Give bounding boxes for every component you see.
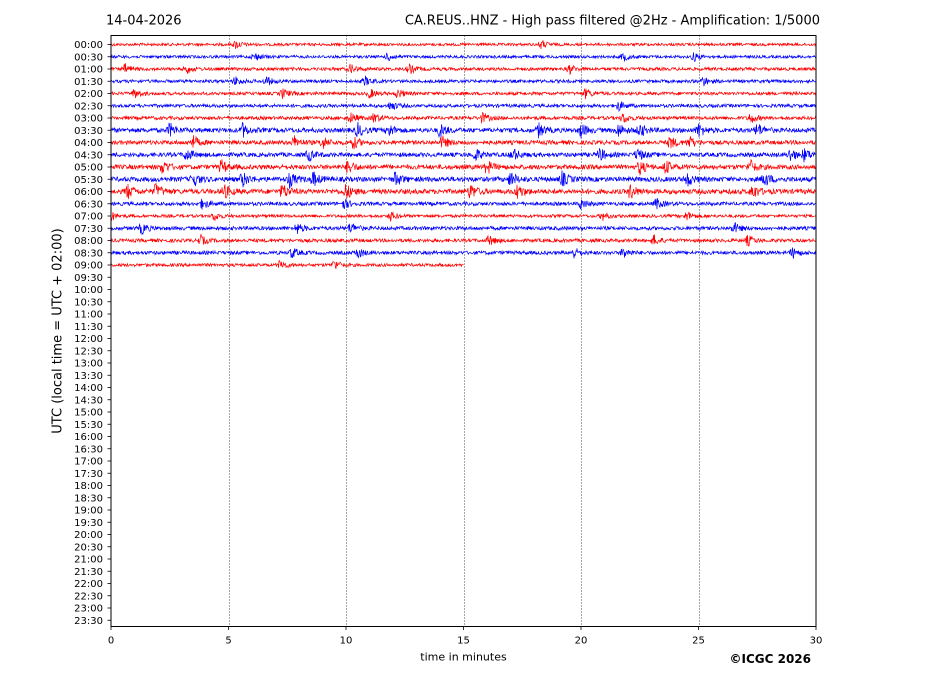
y-tick-label: 19:30 [74,518,103,529]
trace-0300 [110,112,817,124]
y-tick-label: 14:00 [74,383,103,394]
trace-0830 [110,247,817,259]
y-tick-label: 04:30 [74,150,103,161]
trace-0530 [110,170,817,190]
trace-0700 [110,211,817,223]
y-tick-label: 14:30 [74,395,103,406]
y-tick-label: 20:00 [74,530,103,541]
y-tick-label: 18:30 [74,493,103,504]
trace-0600 [110,182,817,200]
y-axis-label: UTC (local time = UTC + 02:00) [51,228,66,433]
y-tick-label: 23:00 [74,604,103,615]
y-tick-label: 10:30 [74,297,103,308]
x-axis-label: time in minutes [420,651,507,664]
y-tick-label: 03:30 [74,126,103,137]
y-tick-label: 02:00 [74,89,103,100]
y-tick-label: 04:00 [74,138,103,149]
y-tick-label: 09:30 [74,273,103,284]
y-tick-label: 13:00 [74,359,103,370]
x-tick-label: 30 [810,636,823,647]
x-tick-label: 10 [340,636,353,647]
y-tick-label: 16:30 [74,444,103,455]
x-axis-ticks: 0 5 10 15 20 25 30 [108,626,823,647]
y-tick-label: 03:00 [74,114,103,125]
trace-0030 [110,52,817,62]
y-tick-label: 22:30 [74,591,103,602]
copyright-label: ©ICGC 2026 [729,652,811,666]
x-tick-label: 5 [225,636,231,647]
grid-lines [229,35,700,627]
y-tick-label: 20:30 [74,542,103,553]
x-tick-label: 0 [108,636,114,647]
y-tick-label: 06:00 [74,187,103,198]
y-tick-label: 12:00 [74,334,103,345]
x-tick-label: 15 [457,636,470,647]
y-tick-label: 22:00 [74,579,103,590]
trace-0430 [110,148,817,163]
trace-0330 [110,121,817,139]
trace-0130 [110,75,817,87]
trace-0500 [110,158,817,176]
y-tick-label: 23:30 [74,616,103,627]
y-tick-label: 17:00 [74,457,103,468]
y-tick-label: 19:00 [74,506,103,517]
y-tick-label: 08:30 [74,248,103,259]
trace-0200 [110,88,816,100]
y-tick-label: 08:00 [74,236,103,247]
trace-0000 [110,39,817,50]
y-tick-label: 09:00 [74,261,103,272]
trace-0800 [110,233,817,247]
y-tick-label: 21:30 [74,567,103,578]
y-tick-label: 10:00 [74,285,103,296]
date-label: 14-04-2026 [106,14,182,29]
y-tick-label: 05:00 [74,163,103,174]
plot-frame [110,35,817,627]
y-tick-label: 12:30 [74,346,103,357]
seismic-traces [110,39,817,269]
y-tick-label: 17:30 [74,469,103,480]
y-tick-label: 05:30 [74,175,103,186]
trace-0400 [110,135,817,150]
y-tick-label: 07:00 [74,212,103,223]
x-tick-label: 20 [575,636,588,647]
y-tick-label: 11:30 [74,322,103,333]
chart-title: CA.REUS..HNZ - High pass filtered @2Hz -… [405,14,820,29]
y-tick-label: 06:30 [74,199,103,210]
trace-0730 [110,222,817,235]
y-tick-label: 15:00 [74,408,103,419]
y-tick-label: 11:00 [74,310,103,321]
y-tick-label: 00:00 [74,40,103,51]
trace-0630 [110,198,817,210]
y-tick-label: 13:30 [74,371,103,382]
y-tick-label: 01:30 [74,77,103,88]
x-tick-label: 25 [692,636,705,647]
y-tick-label: 16:00 [74,432,103,443]
y-tick-label: 07:30 [74,224,103,235]
y-tick-label: 00:30 [74,52,103,63]
trace-0900 [110,260,464,269]
y-tick-label: 01:00 [74,65,103,76]
y-tick-label: 18:00 [74,481,103,492]
y-tick-label: 15:30 [74,420,103,431]
y-tick-label: 21:00 [74,555,103,566]
trace-0100 [110,63,817,76]
trace-0230 [110,101,817,113]
y-tick-label: 02:30 [74,101,103,112]
